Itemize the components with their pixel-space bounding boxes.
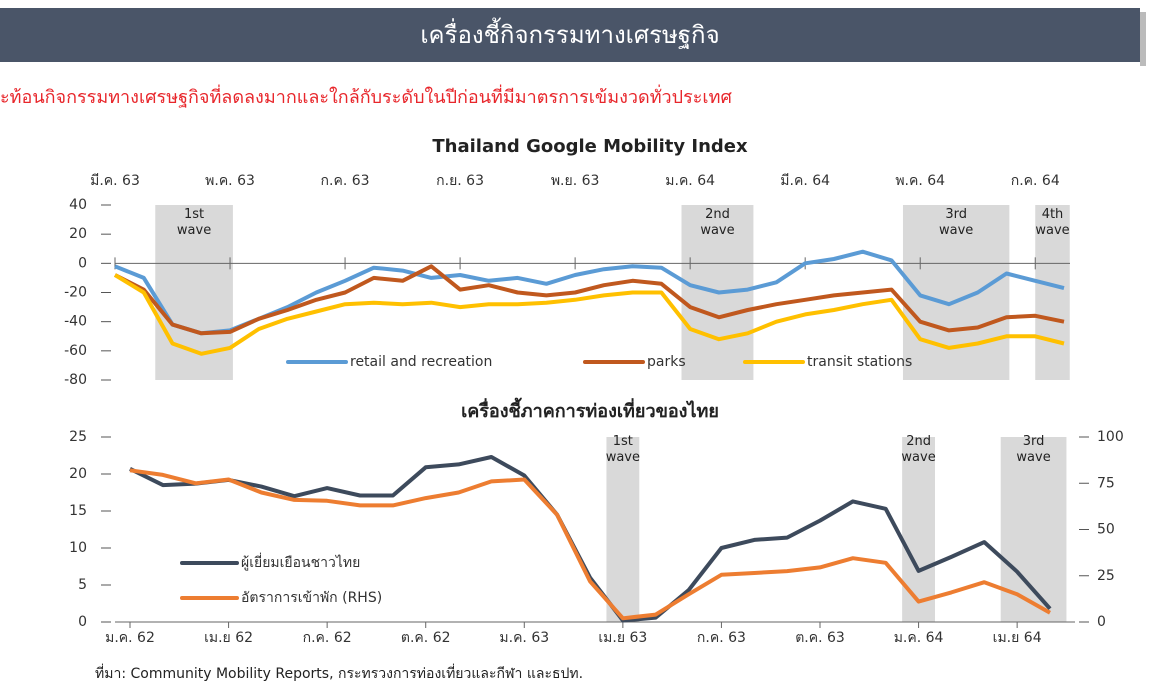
x-tick-label: มี.ค. 63 (90, 173, 140, 189)
x-tick-label: ก.ค. 62 (303, 630, 352, 646)
series-line (129, 468, 1051, 621)
y-tick-label: 0 (78, 614, 87, 630)
band-label-line: 1st (613, 434, 633, 449)
x-tick-label: ก.ค. 63 (697, 630, 746, 646)
band-label-line: wave (606, 450, 640, 465)
x-tick-label: พ.ค. 64 (895, 173, 945, 189)
y-tick-label: -80 (64, 372, 87, 388)
x-tick-label: ก.ค. 64 (1011, 173, 1060, 189)
legend-label: retail and recreation (350, 354, 492, 370)
x-tick-label: เม.ย 64 (993, 630, 1042, 646)
x-tick-label: ม.ค. 64 (894, 630, 944, 646)
legend-label: transit stations (807, 354, 912, 370)
wave-band (1035, 205, 1070, 380)
band-label-line: wave (939, 223, 973, 238)
y2-tick-label: 25 (1097, 568, 1115, 584)
wave-band (1000, 437, 1067, 622)
x-tick-label: มี.ค. 64 (780, 173, 830, 189)
y-tick-label: 15 (69, 503, 87, 519)
y-tick-label: -20 (64, 285, 87, 301)
y-tick-label: 40 (69, 197, 87, 213)
y-tick-label: -40 (64, 314, 87, 330)
y2-tick-label: 75 (1097, 475, 1115, 491)
y-tick-label: 0 (78, 255, 87, 271)
series-line (113, 273, 1065, 356)
chart-title: เครื่องชี้ภาคการท่องเที่ยวของไทย (461, 397, 719, 422)
source-note: ที่มา: Community Mobility Reports, กระทร… (95, 664, 583, 682)
band-label-line: 1st (184, 207, 204, 222)
band-label-line: 2nd (705, 207, 730, 222)
header-shadow (1140, 12, 1146, 66)
x-tick-label: พ.ย. 63 (551, 173, 600, 189)
x-tick-label: เม.ย 63 (598, 630, 647, 646)
band-label-line: 4th (1042, 207, 1064, 222)
y2-tick-label: 0 (1097, 614, 1106, 630)
band-label: 1st wave (606, 434, 640, 465)
x-tick-label: ก.ย. 63 (436, 173, 484, 189)
band-label: 4th wave (1035, 207, 1069, 238)
x-tick-label: ม.ค. 63 (499, 630, 549, 646)
wave-band (902, 437, 935, 622)
wave-band (606, 437, 640, 622)
y2-tick-label: 50 (1097, 522, 1115, 538)
band-label-line: wave (177, 223, 211, 238)
header-title: เครื่องชี้กิจกรรมทางเศรษฐกิจ (420, 17, 719, 49)
band-label: 3rd wave (939, 207, 973, 238)
wave-band (902, 205, 1010, 380)
y-tick-label: 20 (69, 226, 87, 242)
y-tick-label: 5 (78, 577, 87, 593)
x-tick-label: ม.ค. 62 (105, 630, 155, 646)
y-tick-label: 20 (69, 466, 87, 482)
band-label-line: wave (1016, 450, 1050, 465)
band-label: 2nd wave (700, 207, 734, 238)
band-label-line: 2nd (906, 434, 931, 449)
legend-label: ผู้เยี่ยมเยือนชาวไทย (241, 553, 360, 571)
band-label-line: 3rd (1023, 434, 1045, 449)
band-label: 1st wave (177, 207, 211, 238)
y-tick-label: 10 (69, 540, 87, 556)
band-label-line: wave (700, 223, 734, 238)
band-label: 2nd wave (901, 434, 935, 465)
legend-label: parks (647, 354, 686, 370)
y2-tick-label: 100 (1097, 429, 1124, 445)
y-tick-label: 25 (69, 429, 87, 445)
chart-title: Thailand Google Mobility Index (432, 136, 748, 157)
y-tick-label: -60 (64, 343, 87, 359)
series-line (114, 264, 1065, 336)
band-label-line: wave (901, 450, 935, 465)
x-tick-label: ต.ค. 62 (401, 630, 451, 646)
x-tick-label: ก.ค. 63 (321, 173, 370, 189)
x-tick-label: ม.ค. 64 (665, 173, 715, 189)
header-bar (0, 8, 1140, 62)
x-tick-label: เม.ย 62 (204, 630, 253, 646)
band-label-line: wave (1035, 223, 1069, 238)
x-tick-label: พ.ค. 63 (205, 173, 255, 189)
subtitle: ะท้อนกิจกรรมทางเศรษฐกิจที่ลดลงมากและใกล้… (0, 84, 732, 108)
band-label: 3rd wave (1016, 434, 1050, 465)
x-tick-label: ต.ค. 63 (795, 630, 845, 646)
legend-label: อัตราการเข้าพัก (RHS) (241, 590, 382, 606)
band-label-line: 3rd (945, 207, 967, 222)
